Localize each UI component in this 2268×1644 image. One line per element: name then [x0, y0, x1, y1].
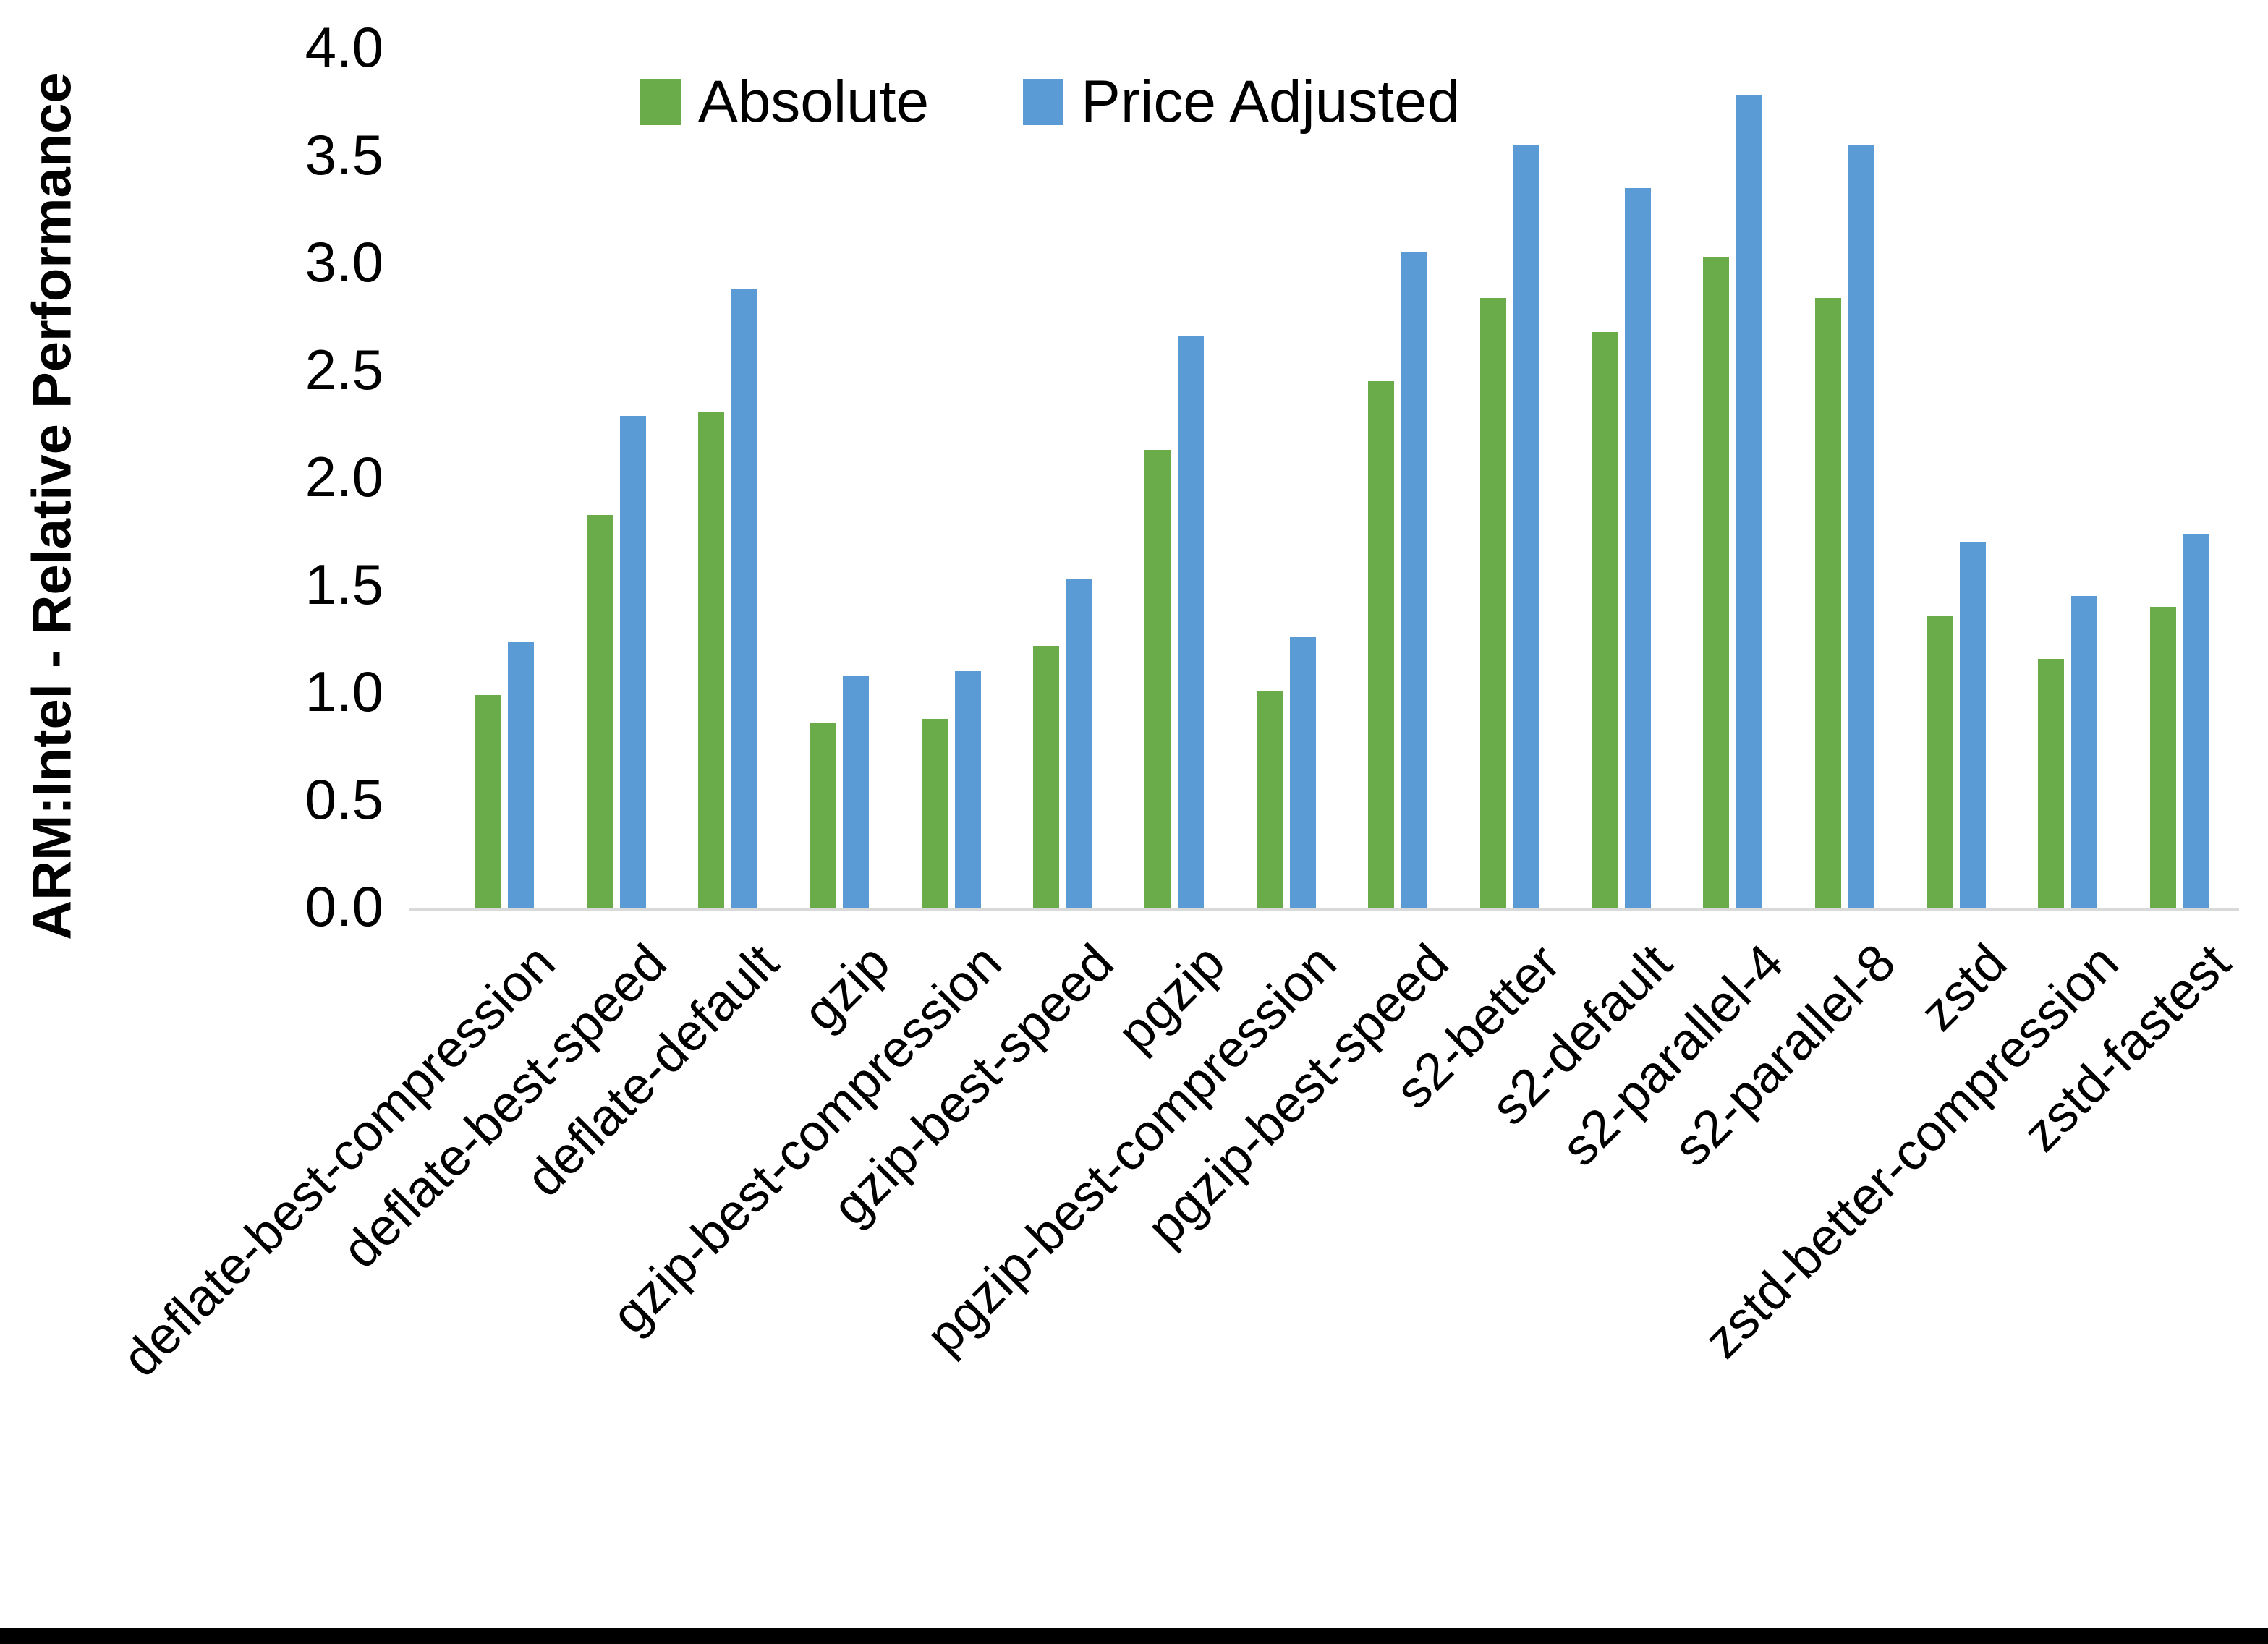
bar-absolute-zstd [1927, 616, 1953, 910]
bar-price-adjusted-s2-default [1624, 188, 1651, 910]
bar-absolute-gzip [810, 723, 836, 910]
bar-group-gzip [783, 51, 895, 910]
bar-group-deflate-best-compression [449, 51, 560, 910]
bar-price-adjusted-zstd-better-compression [2071, 596, 2098, 910]
bar-price-adjusted-pgzip [1178, 336, 1205, 910]
bar-price-adjusted-s2-better [1513, 145, 1539, 910]
bar-price-adjusted-s2-parallel-8 [1848, 145, 1874, 910]
bar-group-s2-better [1453, 51, 1565, 910]
bar-absolute-s2-better [1479, 297, 1506, 910]
legend-swatch-icon [640, 79, 681, 125]
bar-absolute-s2-parallel-4 [1703, 257, 1730, 910]
y-axis-title-text: ARM:Intel - Relative Performance [21, 72, 83, 940]
y-tick-label: 0.0 [305, 874, 383, 938]
bar-group-deflate-best-speed [560, 51, 671, 910]
bar-group-pgzip-best-speed [1342, 51, 1453, 910]
bar-absolute-gzip-best-compression [921, 718, 948, 910]
bar-price-adjusted-zstd-fastest [2183, 534, 2209, 910]
bar-absolute-pgzip-best-compression [1256, 691, 1283, 910]
bar-price-adjusted-pgzip-best-speed [1401, 252, 1428, 910]
legend-swatch-icon [1023, 79, 1064, 125]
y-tick-label: 0.5 [305, 767, 383, 831]
legend-label: Price Adjusted [1081, 69, 1461, 135]
y-tick-label: 1.5 [305, 552, 383, 616]
bar-price-adjusted-pgzip-best-compression [1289, 636, 1316, 910]
x-tick-label-deflate-best-compression: deflate-best-compression [111, 933, 566, 1388]
bar-price-adjusted-gzip-best-compression [954, 671, 981, 910]
legend-label: Absolute [698, 69, 930, 135]
x-axis-line [409, 908, 2239, 911]
bar-price-adjusted-zstd [1960, 542, 1987, 910]
bar-price-adjusted-deflate-best-speed [619, 415, 646, 910]
bar-group-pgzip-best-compression [1231, 51, 1342, 910]
legend-item-price-adjusted: Price Adjusted [1023, 72, 1460, 132]
y-tick-label: 2.5 [305, 337, 383, 401]
bar-absolute-pgzip [1144, 450, 1171, 910]
y-tick-label: 3.5 [305, 122, 383, 187]
bar-group-zstd-better-compression [2012, 51, 2123, 910]
legend-item-absolute: Absolute [640, 72, 929, 132]
bar-price-adjusted-deflate-default [731, 289, 757, 910]
legend: Absolute Price Adjusted [640, 72, 1460, 132]
bar-absolute-s2-default [1591, 332, 1618, 910]
bar-price-adjusted-gzip [843, 676, 870, 910]
y-tick-label: 1.0 [305, 660, 383, 723]
bar-absolute-deflate-best-compression [475, 695, 501, 910]
bar-absolute-deflate-default [697, 411, 724, 910]
bar-absolute-zstd-better-compression [2038, 658, 2065, 910]
bar-absolute-gzip-best-speed [1033, 645, 1060, 910]
bar-price-adjusted-deflate-best-compression [508, 641, 535, 910]
bar-group-gzip-best-compression [896, 51, 1007, 910]
bar-group-pgzip [1118, 51, 1230, 910]
y-tick-label: 2.0 [305, 445, 383, 508]
plot-area [449, 51, 2235, 910]
bottom-border-bar [0, 1628, 2268, 1644]
bar-group-zstd-fastest [2124, 51, 2235, 910]
bar-price-adjusted-gzip-best-speed [1066, 579, 1093, 910]
bar-absolute-s2-parallel-8 [1814, 297, 1841, 910]
y-tick-label: 3.0 [305, 230, 383, 294]
bar-group-s2-parallel-8 [1789, 51, 1900, 910]
bar-group-s2-default [1566, 51, 1677, 910]
bar-group-deflate-default [672, 51, 783, 910]
bar-price-adjusted-s2-parallel-4 [1736, 95, 1763, 910]
bar-group-s2-parallel-4 [1677, 51, 1788, 910]
bar-absolute-zstd-fastest [2149, 607, 2176, 910]
bar-absolute-pgzip-best-speed [1368, 381, 1395, 910]
bar-group-gzip-best-speed [1007, 51, 1118, 910]
y-tick-label: 4.0 [305, 15, 383, 79]
bar-group-zstd [1900, 51, 2012, 910]
bar-absolute-deflate-best-speed [586, 514, 613, 910]
